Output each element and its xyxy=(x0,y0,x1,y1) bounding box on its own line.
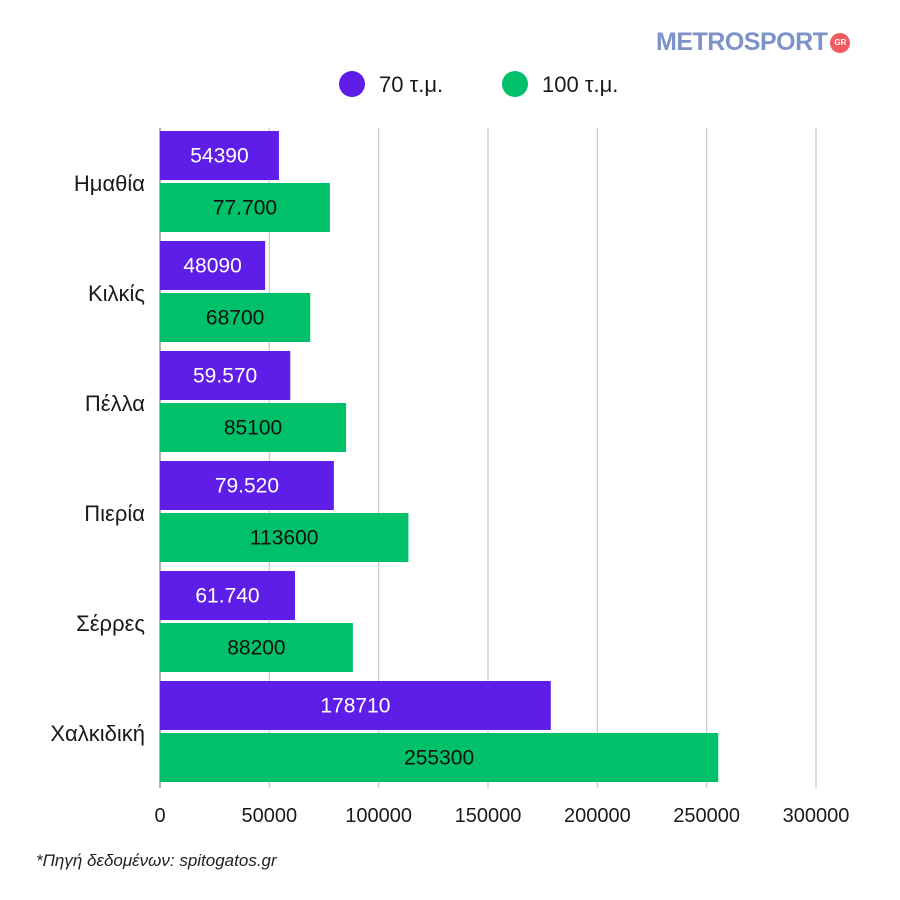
data-label: 79.520 xyxy=(215,475,279,498)
x-tick-label: 0 xyxy=(154,805,165,827)
x-tick-label: 300000 xyxy=(783,805,850,827)
category-label: Πιερία xyxy=(84,501,145,526)
category-label: Χαλκιδική xyxy=(50,721,145,746)
chart-bars: 54390 77.700 48090 68700 59.570 85100 79.520 11… xyxy=(160,131,719,782)
bar xyxy=(160,241,266,290)
logo-badge: GR xyxy=(830,32,851,53)
source-footnote: *Πηγή δεδομένων: spitogatos.gr xyxy=(36,851,277,870)
data-label: 59.570 xyxy=(193,365,257,388)
data-label: 255300 xyxy=(404,747,474,770)
legend-swatch xyxy=(502,71,528,97)
x-tick-label: 50000 xyxy=(242,805,298,827)
bar xyxy=(160,513,409,562)
x-tick-label: 100000 xyxy=(345,805,412,827)
legend-label: 100 τ.μ. xyxy=(542,72,618,97)
data-label: 178710 xyxy=(320,695,390,718)
chart-legend: 70 τ.μ. 100 τ.μ. xyxy=(339,71,618,97)
chart-x-tick-labels: 0 50000 100000 150000 200000 250000 300000 xyxy=(154,805,849,827)
bar xyxy=(160,131,279,180)
x-tick-label: 200000 xyxy=(564,805,631,827)
data-label: 54390 xyxy=(190,145,248,168)
x-tick-label: 250000 xyxy=(673,805,740,827)
data-label: 77.700 xyxy=(213,197,277,220)
bar xyxy=(160,623,353,672)
category-label: Πέλλα xyxy=(85,391,145,416)
legend-swatch xyxy=(339,71,365,97)
data-label: 113600 xyxy=(250,527,319,550)
metrosport-logo: METROSPORT GR xyxy=(656,28,851,57)
bar xyxy=(160,293,311,342)
logo-text: METROSPORT xyxy=(656,28,828,56)
bar xyxy=(160,351,291,400)
x-tick-label: 150000 xyxy=(455,805,522,827)
legend-label: 70 τ.μ. xyxy=(379,72,443,97)
bar xyxy=(160,733,719,782)
bar xyxy=(160,461,334,510)
chart-category-labels: Ημαθία Κιλκίς Πέλλα Πιερία Σέρρες Χαλκιδική xyxy=(50,171,145,746)
bar xyxy=(160,681,551,730)
category-label: Ημαθία xyxy=(74,171,145,196)
category-label: Κιλκίς xyxy=(88,281,145,306)
data-label: 48090 xyxy=(183,255,241,278)
data-label: 68700 xyxy=(206,307,264,330)
bar xyxy=(160,183,330,232)
category-label: Σέρρες xyxy=(76,611,145,636)
chart-grid xyxy=(159,128,817,788)
bar xyxy=(160,403,347,452)
data-label: 85100 xyxy=(224,417,282,440)
bar xyxy=(160,571,296,620)
data-label: 61.740 xyxy=(195,585,259,608)
data-label: 88200 xyxy=(227,637,285,660)
